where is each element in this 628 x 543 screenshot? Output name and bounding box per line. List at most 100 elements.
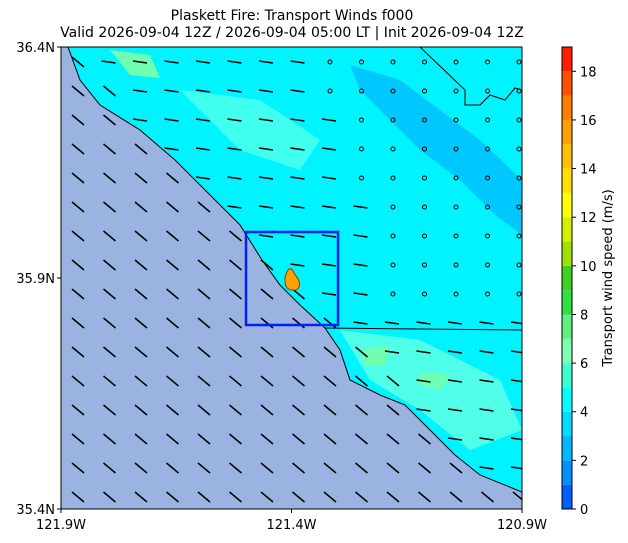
wind-barb [166, 346, 179, 358]
calm-marker [485, 233, 490, 239]
wind-barb [290, 263, 305, 267]
wind-barb [260, 433, 274, 445]
colorbar-label: Transport wind speed (m/s) [601, 189, 616, 367]
wind-barb [229, 346, 242, 358]
colorbar-band [562, 265, 572, 291]
wind-barb [510, 408, 522, 412]
wind-barb [134, 491, 148, 503]
wind-barb [510, 437, 522, 441]
strong-wind-zone [350, 65, 522, 235]
calm-marker [453, 88, 459, 94]
fire-box [244, 230, 340, 327]
wind-barb [103, 172, 116, 184]
wind-barb [418, 462, 431, 474]
calm-marker [422, 146, 427, 152]
calm-marker [453, 117, 459, 123]
wind-barb [71, 491, 85, 503]
calm-marker [422, 88, 427, 94]
wind-barb [479, 350, 494, 354]
wind-barb [321, 176, 337, 180]
wind-barb [195, 89, 211, 93]
wind-barb [258, 176, 274, 180]
colorbar-frame [561, 46, 573, 510]
wind-barb [258, 234, 274, 238]
wind-barb [260, 317, 274, 329]
wind-barb [386, 404, 400, 416]
calm-marker [359, 59, 364, 65]
wind-barb [71, 85, 85, 97]
wind-barb [449, 462, 463, 474]
wind-barb [227, 89, 242, 93]
wind-barb [290, 205, 305, 209]
wind-barb [103, 201, 116, 213]
calm-marker [422, 262, 427, 268]
wind-barb [323, 462, 337, 474]
colorbar-band [562, 192, 572, 218]
wind-barb [449, 491, 463, 503]
wind-barb [103, 462, 116, 474]
calm-marker [485, 291, 490, 297]
wind-barb [197, 230, 211, 242]
colorbar-band [562, 363, 572, 388]
wind-barb [197, 491, 211, 503]
wind-barb [260, 404, 274, 416]
wind-barb [321, 118, 337, 122]
wind-barb [447, 437, 463, 441]
wind-barb [166, 491, 179, 503]
colorbar-band [562, 217, 572, 242]
colorbar-band [562, 47, 572, 72]
wind-barb [510, 466, 522, 470]
calm-marker [390, 291, 396, 297]
wind-barb [197, 404, 211, 416]
colorbar [562, 47, 572, 509]
wind-barb [229, 317, 242, 329]
wind-barb [290, 60, 305, 64]
wind-barb [103, 346, 116, 358]
wind-barb [479, 379, 494, 383]
calm-marker [516, 175, 522, 181]
colorbar-band [562, 436, 572, 461]
wind-barbs [71, 56, 522, 503]
calm-marker [422, 291, 427, 297]
wind-barb [323, 433, 337, 445]
wind-barb [134, 375, 148, 387]
colorbar-band [562, 460, 572, 485]
wind-barb [353, 292, 368, 296]
wind-barb [71, 404, 85, 416]
colorbar-tick-label: 18 [580, 65, 597, 80]
wind-barb [290, 118, 305, 122]
wind-barb [510, 321, 522, 325]
calm-marker [359, 175, 364, 181]
subtitle: Valid 2026-09-04 12Z / 2026-09-04 05:00 … [60, 25, 524, 41]
wind-barb [227, 147, 242, 151]
wind-barb [321, 292, 337, 296]
y-tick-label: 35.9N [16, 272, 55, 287]
calm-marker [359, 88, 364, 94]
wind-barb [384, 350, 400, 354]
wind-barb [134, 172, 148, 184]
wind-barb [166, 433, 179, 445]
colorbar-band [562, 338, 572, 364]
calm-marker [516, 146, 522, 152]
wind-barb [229, 288, 242, 300]
wind-barb [71, 114, 85, 126]
wind-barb [418, 491, 431, 503]
colorbar-tick-label: 6 [580, 357, 588, 372]
wind-barb [386, 462, 400, 474]
calm-marker [390, 117, 396, 123]
colorbar-band [562, 144, 572, 169]
wind-barb [71, 172, 85, 184]
calm-marker [390, 262, 396, 268]
wind-barb [386, 491, 400, 503]
wind-barb [197, 346, 211, 358]
wind-barb [197, 433, 211, 445]
calm-marker [390, 88, 396, 94]
colorbar-tick-label: 10 [580, 260, 597, 275]
wind-barb [103, 230, 116, 242]
wind-barb [386, 375, 400, 387]
calm-marker [485, 204, 490, 210]
wind-barb [166, 259, 179, 271]
calm-marker [485, 146, 490, 152]
wind-barb [103, 375, 116, 387]
